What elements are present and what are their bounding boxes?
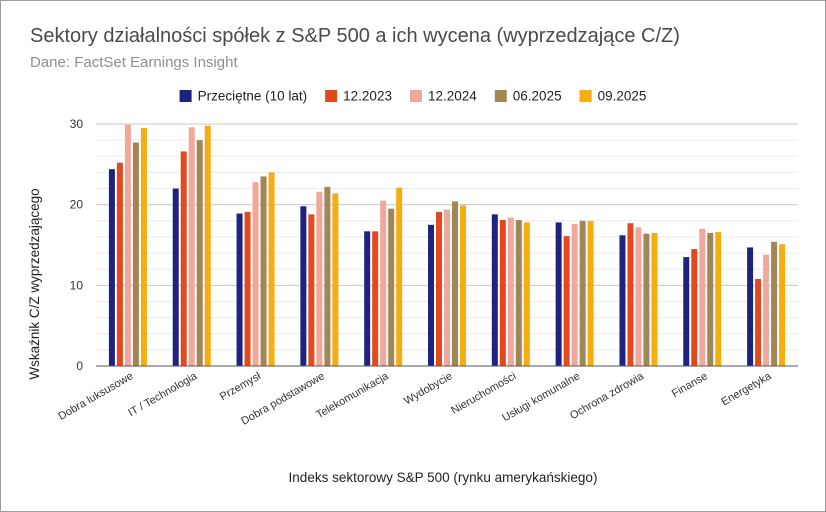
x-category-label: Wydobycie: [402, 370, 455, 407]
bar: [763, 254, 770, 366]
legend-item: 12.2023: [325, 89, 392, 104]
bar: [308, 214, 315, 366]
bar: [196, 140, 203, 366]
bar: [491, 214, 498, 366]
y-tick-label: 30: [70, 117, 84, 131]
bar: [699, 228, 706, 366]
y-axis-title: Wskaźnik C/Z wyprzedzającego: [27, 188, 42, 379]
bar: [300, 206, 307, 366]
bar: [523, 222, 530, 366]
legend-swatch: [579, 90, 592, 102]
y-axis-ticks: 0 10 20 30: [70, 117, 84, 373]
x-category-label: Dobra luksusowe: [56, 370, 135, 423]
bar: [707, 232, 714, 366]
y-tick-label: 20: [70, 198, 84, 212]
legend-item: 06.2025: [494, 89, 562, 104]
bar: [444, 209, 450, 366]
bar: [563, 236, 570, 366]
bar: [499, 219, 506, 366]
bar: [691, 249, 698, 366]
legend-label: 12.2023: [343, 89, 392, 104]
bar: [204, 125, 211, 366]
bar: [747, 247, 754, 366]
bar: [324, 186, 331, 366]
legend-swatch: [179, 90, 192, 102]
bar: [619, 235, 626, 366]
bar: [172, 188, 179, 366]
bar: [635, 227, 642, 366]
bar: [180, 151, 187, 366]
bar: [651, 232, 658, 366]
y-tick-label: 10: [70, 278, 84, 292]
legend-swatch: [494, 90, 507, 102]
bar: [388, 208, 395, 366]
bar: [571, 224, 578, 366]
bar: [268, 172, 275, 366]
bar: [260, 176, 267, 366]
bar: [372, 231, 379, 366]
bar: [507, 217, 514, 366]
x-category-label: Finanse: [670, 370, 710, 400]
legend-label: 06.2025: [513, 89, 562, 104]
legend-label: 09.2025: [598, 89, 647, 104]
x-category-label: Telekomunikacja: [314, 370, 391, 421]
bar: [779, 244, 786, 366]
bar: [188, 127, 195, 366]
bar: [244, 211, 251, 366]
bar: [236, 213, 243, 366]
bar: [316, 191, 323, 366]
legend-label: 12.2024: [428, 89, 477, 104]
x-category-label: Energetyka: [719, 370, 774, 409]
legend-item: 12.2024: [409, 89, 477, 104]
legend-item: Przeciętne (10 lat): [179, 89, 308, 104]
bar: [252, 182, 259, 366]
chart-subtitle: Dane: FactSet Earnings Insight: [30, 54, 238, 71]
legend-item: 09.2025: [579, 89, 647, 104]
bar: [116, 162, 123, 366]
legend-swatch: [409, 90, 422, 102]
x-category-label: Przemysł: [218, 370, 264, 403]
bar: [555, 222, 562, 366]
bar: [428, 224, 434, 366]
y-tick-label: 0: [76, 359, 83, 373]
bar: [452, 201, 458, 366]
bars: [96, 124, 798, 367]
bar: [436, 211, 442, 366]
bar: [396, 187, 403, 366]
bar: [627, 223, 634, 366]
bar: [364, 231, 371, 366]
bar: [515, 219, 522, 366]
bar: [715, 232, 722, 366]
bar: [683, 257, 690, 366]
bar: [380, 200, 387, 366]
bar: [460, 205, 466, 366]
bar: [579, 220, 586, 366]
bar: [140, 128, 147, 366]
bar: [771, 241, 778, 366]
legend-swatch: [325, 90, 338, 102]
chart-title: Sektory działalności spółek z S&P 500 a …: [30, 25, 680, 47]
bar: [755, 278, 762, 366]
bar: [132, 142, 139, 366]
bar: [108, 169, 115, 366]
x-category-label: IT / Technologia: [126, 370, 200, 419]
x-axis-title: Indeks sektorowy S&P 500 (rynku amerykań…: [289, 470, 598, 485]
legend: Przeciętne (10 lat) 12.2023 12.2024 06.2025…: [179, 89, 647, 104]
bar: [124, 124, 131, 366]
bar: [332, 193, 339, 366]
legend-label: Przeciętne (10 lat): [198, 89, 308, 104]
bar: [643, 233, 650, 366]
bar: [587, 220, 594, 366]
